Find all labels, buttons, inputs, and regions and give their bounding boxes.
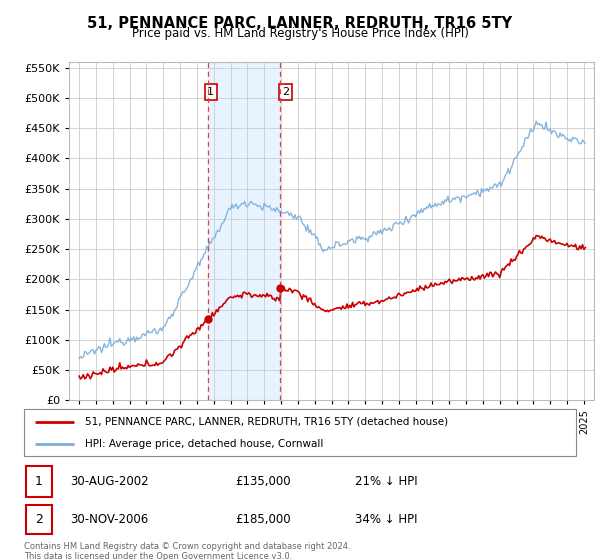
Bar	[208, 62, 280, 400]
Text: 34% ↓ HPI: 34% ↓ HPI	[355, 513, 418, 526]
Text: Contains HM Land Registry data © Crown copyright and database right 2024.
This d: Contains HM Land Registry data © Crown c…	[24, 542, 350, 560]
Text: 51, PENNANCE PARC, LANNER, REDRUTH, TR16 5TY: 51, PENNANCE PARC, LANNER, REDRUTH, TR16…	[88, 16, 512, 31]
Text: 21% ↓ HPI: 21% ↓ HPI	[355, 475, 418, 488]
Bar	[26, 505, 52, 534]
Text: 1: 1	[35, 475, 43, 488]
Text: HPI: Average price, detached house, Cornwall: HPI: Average price, detached house, Corn…	[85, 438, 323, 449]
Text: 51, PENNANCE PARC, LANNER, REDRUTH, TR16 5TY (detached house): 51, PENNANCE PARC, LANNER, REDRUTH, TR16…	[85, 417, 448, 427]
Text: 2: 2	[35, 513, 43, 526]
Text: 1: 1	[208, 87, 214, 97]
Text: 30-NOV-2006: 30-NOV-2006	[70, 513, 148, 526]
Bar	[26, 466, 52, 497]
Text: £185,000: £185,000	[236, 513, 291, 526]
Text: 30-AUG-2002: 30-AUG-2002	[70, 475, 149, 488]
Text: Price paid vs. HM Land Registry's House Price Index (HPI): Price paid vs. HM Land Registry's House …	[131, 27, 469, 40]
Text: 2: 2	[282, 87, 289, 97]
Text: £135,000: £135,000	[236, 475, 291, 488]
